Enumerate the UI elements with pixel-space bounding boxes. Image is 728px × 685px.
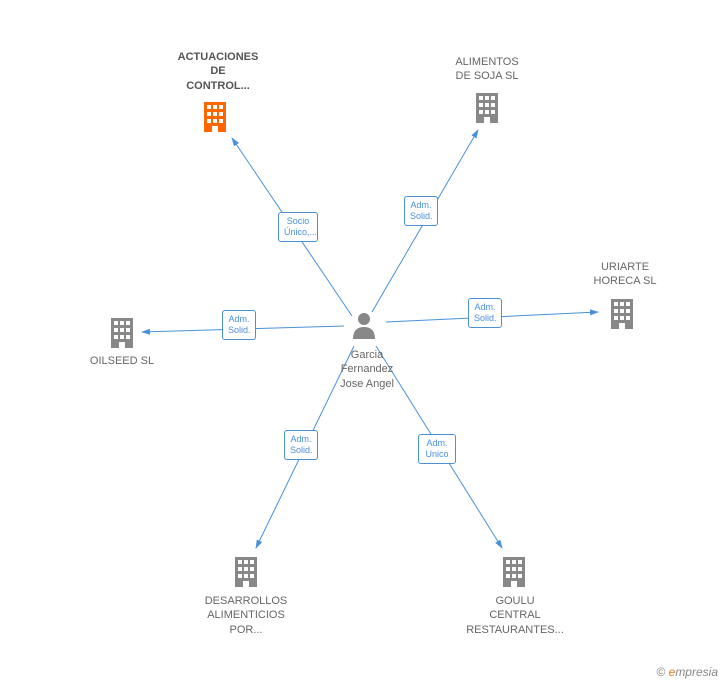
edge-label-desarrollos: Adm. Solid. (284, 430, 318, 460)
building-icon-desarrollos (232, 555, 260, 587)
edge-label-actuaciones: Socio Único,... (278, 212, 318, 242)
node-label-actuaciones: ACTUACIONES DE CONTROL... (168, 50, 268, 93)
building-icon-uriarte (608, 297, 636, 329)
building-icon-actuaciones (201, 100, 229, 132)
node-label-goulu: GOULU CENTRAL RESTAURANTES... (460, 594, 570, 637)
edge-label-oilseed: Adm. Solid. (222, 310, 256, 340)
node-label-alimentos: ALIMENTOS DE SOJA SL (442, 55, 532, 84)
copyright-brand-rest: mpresia (675, 665, 718, 679)
building-icon-oilseed (108, 316, 136, 348)
copyright: © empresia (656, 665, 718, 679)
building-icon-alimentos (473, 91, 501, 123)
node-label-desarrollos: DESARROLLOS ALIMENTICIOS POR... (196, 594, 296, 637)
edge-label-uriarte: Adm. Solid. (468, 298, 502, 328)
building-icon-goulu (500, 555, 528, 587)
node-label-uriarte: URIARTE HORECA SL (580, 260, 670, 289)
copyright-symbol: © (656, 665, 665, 679)
node-label-oilseed: OILSEED SL (82, 354, 162, 368)
center-label: Garcia Fernandez Jose Angel (332, 348, 402, 391)
edge-label-goulu: Adm. Unico (418, 434, 456, 464)
edge-label-alimentos: Adm. Solid. (404, 196, 438, 226)
person-icon (351, 311, 377, 344)
